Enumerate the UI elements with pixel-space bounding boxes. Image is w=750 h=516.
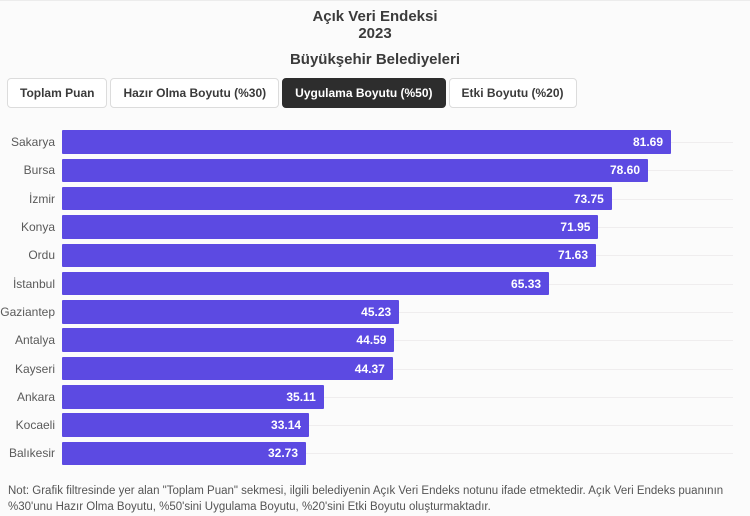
bar-track: 81.69 xyxy=(62,130,733,154)
bar[interactable]: 44.59 xyxy=(62,328,395,352)
bar-row: Bursa 78.60 xyxy=(0,156,750,184)
bar-track: 44.59 xyxy=(62,328,733,352)
bar-value-label: 65.33 xyxy=(511,276,542,291)
bar-chart: Sakarya 81.69 Bursa 78.60 İzmir 73.75 Ko… xyxy=(0,128,750,468)
bar-value-label: 44.59 xyxy=(356,333,387,348)
bar-value-label: 33.14 xyxy=(271,418,302,433)
bar[interactable]: 81.69 xyxy=(62,130,672,154)
bar-value-label: 44.37 xyxy=(354,361,385,376)
bar-value-label: 32.73 xyxy=(267,446,299,461)
bar-row: Konya 71.95 xyxy=(0,213,750,241)
bar-row: Kayseri 44.37 xyxy=(0,354,750,382)
bar-value-label: 81.69 xyxy=(633,135,664,150)
bar-value-label: 45.23 xyxy=(361,304,392,319)
chart-title-line1: Açık Veri Endeksi xyxy=(312,8,438,25)
bar-row: Ordu 71.63 xyxy=(0,241,750,269)
filter-tab-3[interactable]: Uygulama Boyutu (%50) xyxy=(282,78,446,108)
category-label: Gaziantep xyxy=(0,304,55,319)
category-label: Konya xyxy=(20,220,55,235)
bar-value-label: 71.95 xyxy=(560,220,591,235)
bar[interactable]: 44.37 xyxy=(62,356,393,381)
bar-track: 65.33 xyxy=(62,271,733,296)
category-label: Sakarya xyxy=(10,135,55,150)
bar-track: 32.73 xyxy=(62,441,733,466)
bar-row: Ankara 35.11 xyxy=(0,383,750,411)
category-label: İzmir xyxy=(29,191,55,206)
filter-tabs: Toplam Puan Hazır Olma Boyutu (%30) Uygula… xyxy=(7,78,750,108)
bar[interactable]: 65.33 xyxy=(62,271,550,296)
category-label: İstanbul xyxy=(12,276,55,291)
category-label: Balıkesir xyxy=(8,446,55,461)
footnote: Not: Grafik filtresinde yer alan "Toplam… xyxy=(8,484,724,514)
bar-track: 35.11 xyxy=(62,385,733,409)
bar-row: Balıkesir 32.73 xyxy=(0,439,750,467)
category-label: Kocaeli xyxy=(15,418,55,433)
bar-value-label: 35.11 xyxy=(286,389,316,404)
bar-track: 71.95 xyxy=(62,215,733,239)
chart-title-line2: 2023 xyxy=(358,25,392,42)
bar[interactable]: 78.60 xyxy=(62,158,648,183)
chart-subtitle: Büyükşehir Belediyeleri xyxy=(289,51,461,68)
bar-value-label: 71.63 xyxy=(558,248,589,263)
bar-row: İzmir 73.75 xyxy=(0,185,750,213)
category-label: Bursa xyxy=(23,163,55,178)
bar-track: 44.37 xyxy=(62,356,733,381)
bar-row: Kocaeli 33.14 xyxy=(0,411,750,439)
bar[interactable]: 32.73 xyxy=(62,441,307,466)
bar-track: 73.75 xyxy=(62,186,733,211)
category-label: Antalya xyxy=(14,333,55,348)
bar[interactable]: 45.23 xyxy=(62,300,400,324)
bar-value-label: 73.75 xyxy=(573,191,604,206)
category-label: Ordu xyxy=(28,248,55,263)
bar[interactable]: 35.11 xyxy=(62,385,324,409)
bar[interactable]: 73.75 xyxy=(62,186,612,211)
bar-row: Antalya 44.59 xyxy=(0,326,750,354)
chart-header: Açık Veri Endeksi 2023 Büyükşehir Beledi… xyxy=(0,1,750,68)
bar-row: İstanbul 65.33 xyxy=(0,269,750,297)
bar[interactable]: 71.63 xyxy=(62,243,597,268)
bar[interactable]: 71.95 xyxy=(62,215,599,239)
bar-track: 71.63 xyxy=(62,243,733,268)
filter-tab-4[interactable]: Etki Boyutu (%20) xyxy=(448,78,577,108)
bar-row: Gaziantep 45.23 xyxy=(0,298,750,326)
bar-track: 33.14 xyxy=(62,413,733,437)
filter-tab-1[interactable]: Toplam Puan xyxy=(7,78,108,108)
bar-row: Sakarya 81.69 xyxy=(0,128,750,156)
category-label: Ankara xyxy=(16,389,55,404)
filter-tab-2[interactable]: Hazır Olma Boyutu (%30) xyxy=(110,78,280,108)
bar-value-label: 78.60 xyxy=(609,163,640,178)
category-label: Kayseri xyxy=(14,361,55,376)
bar-track: 45.23 xyxy=(62,300,733,324)
bar-track: 78.60 xyxy=(62,158,733,183)
bar[interactable]: 33.14 xyxy=(62,413,310,437)
